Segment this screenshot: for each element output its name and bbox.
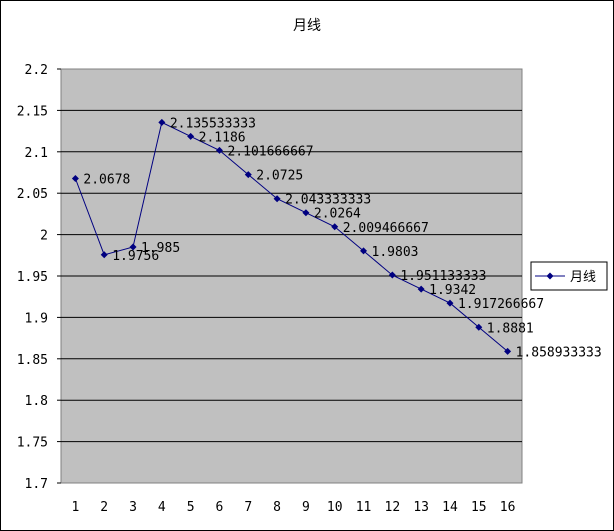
y-tick-label: 1.85 <box>17 353 48 368</box>
y-tick-label: 2.1 <box>25 146 48 161</box>
y-tick-label: 1.7 <box>25 477 48 492</box>
data-label: 2.135533333 <box>170 116 256 131</box>
x-tick-label: 8 <box>273 500 281 515</box>
data-point <box>273 195 281 203</box>
x-tick-label: 5 <box>187 500 195 515</box>
y-tick-label: 1.95 <box>17 270 48 285</box>
data-point <box>158 118 166 126</box>
y-tick-label: 1.8 <box>25 394 48 409</box>
x-tick-label: 15 <box>471 500 487 515</box>
data-label: 2.009466667 <box>343 221 429 236</box>
data-point <box>446 299 454 307</box>
data-label: 1.858933333 <box>516 345 602 360</box>
x-tick-label: 16 <box>500 500 516 515</box>
series-line <box>74 121 508 352</box>
legend: 月线 <box>530 261 608 291</box>
data-point <box>244 171 252 179</box>
x-tick-label: 10 <box>327 500 343 515</box>
x-tick-label: 7 <box>244 500 252 515</box>
data-label: 2.043333333 <box>285 193 371 208</box>
y-tick-label: 2.2 <box>25 63 48 78</box>
x-tick-label: 13 <box>413 500 429 515</box>
data-label: 2.0678 <box>83 172 130 187</box>
data-point <box>388 271 396 279</box>
series-group <box>71 118 512 355</box>
y-tick-label: 2.05 <box>17 187 48 202</box>
data-point <box>129 243 137 251</box>
data-point <box>360 247 368 255</box>
x-tick-label: 1 <box>71 500 79 515</box>
x-axis-ticks: 1 2 3 4 5 6 7 8 9 10 11 12 13 14 15 16 <box>71 500 515 515</box>
data-point <box>417 285 425 293</box>
data-point <box>331 223 339 231</box>
x-tick-label: 11 <box>356 500 372 515</box>
data-point <box>504 347 512 355</box>
data-label: 2.1186 <box>199 130 246 145</box>
data-point <box>100 251 108 259</box>
legend-label: 月线 <box>570 270 596 285</box>
data-label: 2.0725 <box>256 169 303 184</box>
data-label: 1.9803 <box>372 245 419 260</box>
x-tick-label: 4 <box>158 500 166 515</box>
data-point <box>187 132 195 140</box>
data-label: 1.8881 <box>487 321 534 336</box>
data-label: 1.917266667 <box>458 297 544 312</box>
legend-marker <box>546 272 554 280</box>
data-point <box>71 174 79 182</box>
data-label: 2.101666667 <box>227 144 313 159</box>
data-point <box>215 146 223 154</box>
y-tick-label: 2.15 <box>17 104 48 119</box>
data-point <box>475 323 483 331</box>
x-tick-label: 2 <box>100 500 108 515</box>
data-label: 1.951133333 <box>400 269 486 284</box>
data-label: 2.0264 <box>314 207 361 222</box>
x-tick-label: 6 <box>216 500 224 515</box>
data-point <box>302 209 310 217</box>
x-tick-label: 14 <box>442 500 458 515</box>
y-tick-label: 1.75 <box>17 436 48 451</box>
y-axis-ticks: 2.2 2.15 2.1 2.05 2 1.95 1.9 1.85 1.8 1.75 1.7 <box>17 63 61 492</box>
x-tick-label: 3 <box>129 500 137 515</box>
y-tick-label: 1.9 <box>25 311 48 326</box>
x-tick-label: 9 <box>302 500 310 515</box>
chart-title: 月线 <box>293 18 321 34</box>
y-tick-label: 2 <box>40 229 48 244</box>
x-tick-label: 12 <box>385 500 401 515</box>
data-label: 1.985 <box>141 241 180 256</box>
gridlines <box>61 109 522 443</box>
data-label: 1.9756 <box>112 249 159 264</box>
data-label: 1.9342 <box>429 283 476 298</box>
